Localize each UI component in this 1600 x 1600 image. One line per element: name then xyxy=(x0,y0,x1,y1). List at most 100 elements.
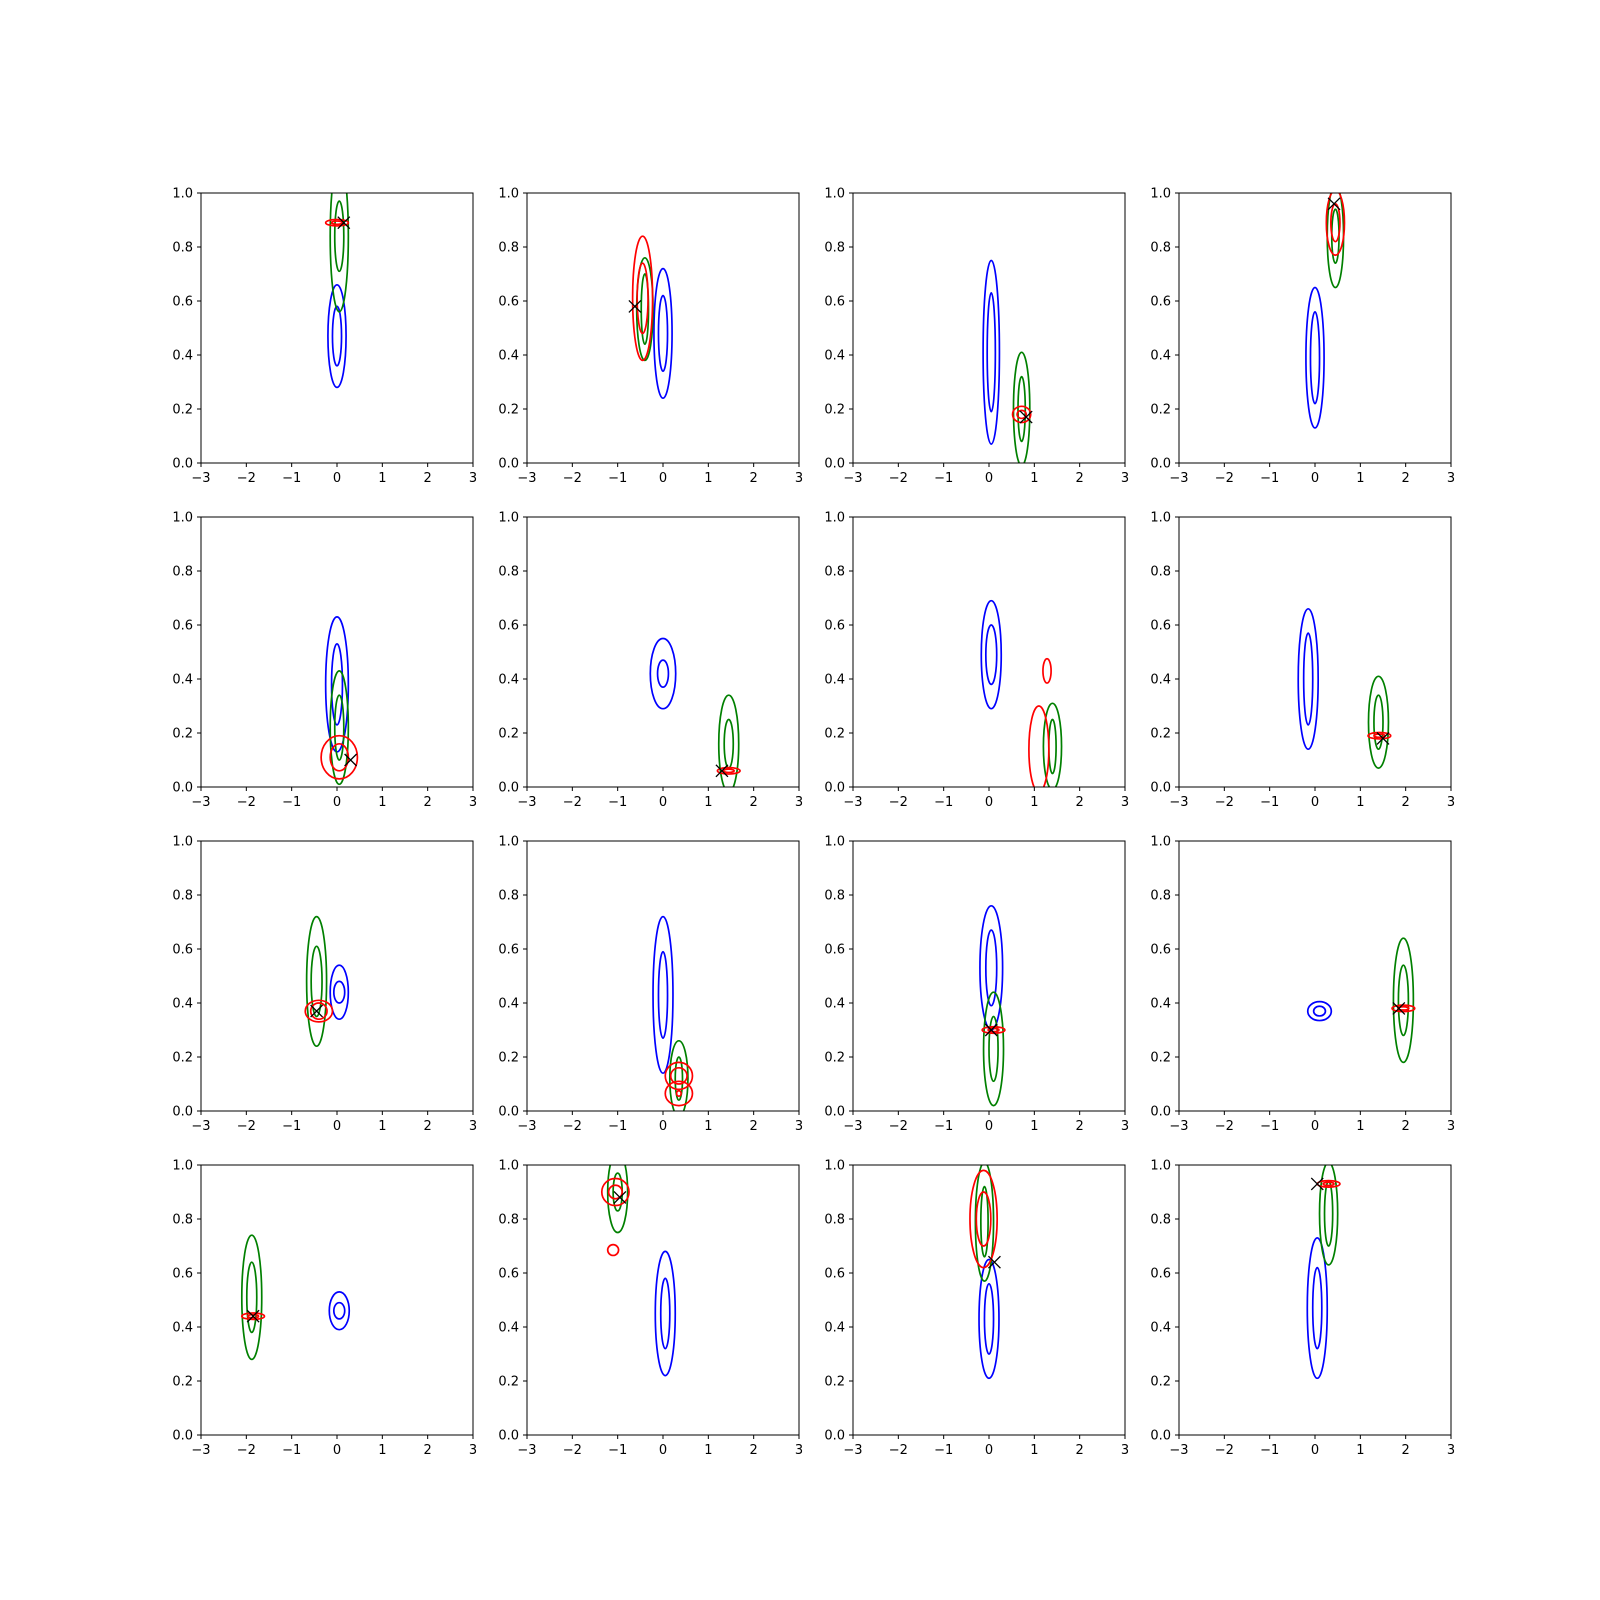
y-tick-label: 0.6 xyxy=(172,943,193,958)
y-tick-label: 0.0 xyxy=(1150,781,1171,796)
red-contour-level-2 xyxy=(607,1184,624,1200)
x-tick-label: −3 xyxy=(191,471,210,486)
y-tick-label: 0.8 xyxy=(172,565,193,580)
green-contour-level-1 xyxy=(717,694,740,787)
plot-area xyxy=(628,235,673,400)
y-tick-label: 0.6 xyxy=(824,943,845,958)
x-tick-label: −3 xyxy=(1169,1443,1188,1458)
x-tick-label: 0 xyxy=(333,1443,341,1458)
x-marker xyxy=(1392,1001,1406,1015)
blue-contour-level-2 xyxy=(983,1282,995,1355)
plot-area xyxy=(1297,607,1392,769)
x-tick-label: 1 xyxy=(378,1443,386,1458)
y-tick-label: 1.0 xyxy=(172,511,193,526)
x-tick-label: 1 xyxy=(1030,1119,1038,1134)
subplot-1: −3 −2 −1 0 1 2 3 0.0 0.2 0.4 0.6 0.8 1.0 xyxy=(172,187,477,487)
blue-contour-level-1 xyxy=(329,964,350,1021)
y-tick-label: 0.2 xyxy=(172,1051,193,1066)
y-tick-label: 0.6 xyxy=(498,619,519,634)
x-tick-label: 0 xyxy=(1311,795,1319,810)
blue-contour-level-2 xyxy=(659,1277,671,1350)
red-contour-level-1 xyxy=(320,734,359,780)
blue-contour-level-2 xyxy=(332,980,346,1004)
y-tick-label: 0.2 xyxy=(1150,403,1171,418)
blue-contour-level-2 xyxy=(332,1301,346,1320)
x-tick-label: 1 xyxy=(1030,795,1038,810)
plot-area xyxy=(982,259,1033,463)
red-contour-level-2 xyxy=(329,742,350,772)
green-contour-level-1 xyxy=(1012,351,1031,463)
x-tick-label: 1 xyxy=(704,1119,712,1134)
y-tick-label: 0.8 xyxy=(172,1213,193,1228)
y-tick-label: 0.8 xyxy=(824,889,845,904)
red-contour-level-1 xyxy=(324,218,350,227)
subplot-3: −3 −2 −1 0 1 2 3 0.0 0.2 0.4 0.6 0.8 1.0 xyxy=(824,187,1129,487)
y-tick-label: 1.0 xyxy=(172,187,193,202)
blue-contour-level-1 xyxy=(982,259,1001,445)
x-tick-label: 1 xyxy=(704,471,712,486)
y-tick-label: 0.0 xyxy=(498,1105,519,1120)
y-tick-label: 0.6 xyxy=(498,295,519,310)
y-tick-label: 0.8 xyxy=(172,889,193,904)
axes-frame xyxy=(526,192,800,464)
x-tick-label: 2 xyxy=(424,471,432,486)
x-marker xyxy=(715,764,729,778)
x-tick-label: −1 xyxy=(934,795,953,810)
x-tick-label: 1 xyxy=(1030,471,1038,486)
y-tick-label: 1.0 xyxy=(824,187,845,202)
y-tick-label: 0.2 xyxy=(1150,1051,1171,1066)
y-tick-label: 0.4 xyxy=(498,1321,519,1336)
x-tick-label: 3 xyxy=(469,1443,477,1458)
red-contour-level-1 xyxy=(631,235,654,362)
y-tick-label: 0.4 xyxy=(824,349,845,364)
green-contour-level-1 xyxy=(240,1234,263,1361)
green-contour-level-1 xyxy=(1367,675,1390,769)
y-tick-label: 0.6 xyxy=(824,619,845,634)
x-tick-label: 0 xyxy=(985,1443,993,1458)
y-tick-label: 0.4 xyxy=(172,1321,193,1336)
y-tick-label: 0.6 xyxy=(1150,295,1171,310)
x-tick-label: 3 xyxy=(1121,1443,1129,1458)
x-tick-label: −3 xyxy=(517,471,536,486)
x-tick-label: 3 xyxy=(469,471,477,486)
subplot-12: −3 −2 −1 0 1 2 3 0.0 0.2 0.4 0.6 0.8 1.0 xyxy=(1150,835,1455,1135)
x-tick-label: −1 xyxy=(1260,471,1279,486)
y-tick-label: 0.6 xyxy=(172,619,193,634)
axes-frame xyxy=(526,516,800,788)
y-tick-label: 0.4 xyxy=(824,673,845,688)
y-tick-label: 1.0 xyxy=(824,1159,845,1174)
x-tick-label: 3 xyxy=(795,795,803,810)
y-tick-label: 0.8 xyxy=(1150,889,1171,904)
green-contour-level-2 xyxy=(979,1185,989,1258)
x-tick-label: 2 xyxy=(1402,471,1410,486)
red-contour-level-2 xyxy=(722,768,736,774)
red-contour-level-2 xyxy=(669,1066,688,1085)
y-tick-label: 0.8 xyxy=(498,1213,519,1228)
x-tick-label: 1 xyxy=(704,795,712,810)
blue-contour-level-2 xyxy=(330,643,344,726)
x-tick-label: −1 xyxy=(934,1443,953,1458)
y-tick-label: 0.2 xyxy=(172,1375,193,1390)
x-tick-label: −2 xyxy=(563,795,582,810)
y-tick-label: 0.4 xyxy=(824,997,845,1012)
red-contour-level-1 xyxy=(981,1025,1006,1035)
axes-frame xyxy=(852,516,1126,788)
subplot-4: −3 −2 −1 0 1 2 3 0.0 0.2 0.4 0.6 0.8 1.0 xyxy=(1150,187,1455,487)
axes-frame xyxy=(526,840,800,1112)
x-marker xyxy=(628,299,642,313)
x-marker xyxy=(987,1255,1001,1269)
y-tick-label: 1.0 xyxy=(1150,511,1171,526)
y-tick-label: 0.2 xyxy=(1150,727,1171,742)
blue-contour-level-1 xyxy=(1306,1237,1329,1380)
x-tick-label: −3 xyxy=(1169,795,1188,810)
red-contour-level-1 xyxy=(664,1080,694,1107)
blue-contour-level-2 xyxy=(656,659,670,688)
axes-frame xyxy=(200,192,474,464)
blue-contour-level-1 xyxy=(1305,286,1325,429)
y-tick-label: 0.0 xyxy=(498,457,519,472)
x-tick-label: −3 xyxy=(843,1443,862,1458)
x-tick-label: 0 xyxy=(1311,471,1319,486)
subplot-2: −3 −2 −1 0 1 2 3 0.0 0.2 0.4 0.6 0.8 1.0 xyxy=(498,187,803,487)
subplot-16: −3 −2 −1 0 1 2 3 0.0 0.2 0.4 0.6 0.8 1.0 xyxy=(1150,1159,1455,1459)
